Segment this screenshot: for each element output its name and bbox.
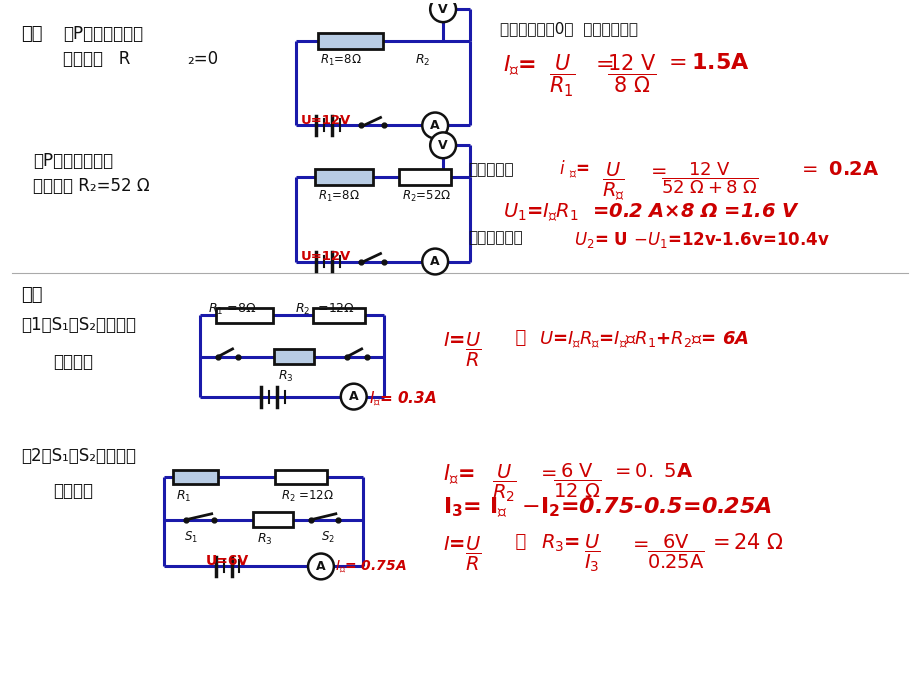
Text: $\dfrac{12\ \rm{V}}{8\ \Omega}$: $\dfrac{12\ \rm{V}}{8\ \Omega}$	[607, 53, 656, 95]
Text: ₂=0: ₂=0	[187, 50, 218, 68]
Text: $i$: $i$	[559, 160, 565, 178]
Text: $S_1$: $S_1$	[184, 530, 198, 545]
Text: $=$: $=$	[591, 53, 613, 73]
Text: （1）S₁、S₂都断开时: （1）S₁、S₂都断开时	[21, 316, 136, 334]
Text: U=12V: U=12V	[301, 250, 351, 263]
Bar	[253, 512, 293, 527]
Text: U=12V: U=12V	[301, 114, 351, 126]
Circle shape	[430, 132, 456, 158]
Circle shape	[422, 248, 448, 275]
Text: $\dfrac{U}{R}$: $\dfrac{U}{R}$	[464, 331, 481, 369]
Text: $R_1$=8Ω: $R_1$=8Ω	[318, 189, 359, 204]
Text: $I_{合}$= 0.75A: $I_{合}$= 0.75A	[335, 558, 406, 575]
Text: $\dfrac{U}{R}$: $\dfrac{U}{R}$	[464, 535, 481, 573]
Circle shape	[430, 0, 456, 22]
Text: $=$: $=$	[537, 462, 557, 481]
Text: A: A	[316, 560, 325, 573]
Text: $R_1$: $R_1$	[176, 489, 191, 504]
Bar	[312, 308, 364, 323]
Text: $I_{合}$=: $I_{合}$=	[443, 462, 474, 486]
Bar	[318, 33, 382, 49]
Bar	[399, 169, 450, 185]
Text: A: A	[430, 255, 439, 268]
Text: $\dfrac{U}{I_3}$: $\dfrac{U}{I_3}$	[584, 533, 600, 574]
Circle shape	[308, 553, 334, 580]
Bar	[274, 349, 313, 364]
Text: 得: 得	[502, 329, 538, 347]
Text: $R_2$  =12Ω: $R_2$ =12Ω	[295, 302, 355, 317]
Circle shape	[340, 384, 367, 409]
Text: $I_{开}$= 0.3A: $I_{开}$= 0.3A	[369, 388, 436, 408]
Text: $=$: $=$	[646, 160, 666, 179]
Text: （2）S₁、S₂都闭合时: （2）S₁、S₂都闭合时	[21, 447, 136, 465]
Text: A: A	[348, 390, 358, 403]
Text: $R_3$: $R_3$	[278, 368, 293, 384]
Text: $\mathbf{I_3}$= $\mathbf{I_{合}}$  $-\mathbf{I_2}$=0.75-0.5=0.25A: $\mathbf{I_3}$= $\mathbf{I_{合}}$ $-\math…	[443, 495, 771, 520]
Text: $=0.\ 5$A: $=0.\ 5$A	[610, 462, 692, 481]
Text: 当P位于最左端时: 当P位于最左端时	[62, 25, 142, 43]
Text: $I$=: $I$=	[443, 331, 465, 350]
Text: $U_2$= U $-U_1$=12v-1.6v=10.4v: $U_2$= U $-U_1$=12v-1.6v=10.4v	[573, 230, 829, 250]
Text: $R_2$=52Ω: $R_2$=52Ω	[402, 189, 451, 204]
Circle shape	[422, 112, 448, 139]
Text: $\dfrac{U}{R_1}$: $\dfrac{U}{R_1}$	[549, 53, 575, 99]
Text: $\dfrac{U}{R_2}$: $\dfrac{U}{R_2}$	[492, 462, 516, 504]
Text: $\dfrac{U}{R_{总}}$: $\dfrac{U}{R_{总}}$	[601, 160, 624, 203]
Text: A: A	[430, 119, 439, 132]
Text: $=$ 0.2A: $=$ 0.2A	[797, 160, 879, 179]
Text: $I_{左}$=: $I_{左}$=	[502, 53, 536, 77]
Text: 电路如图   R: 电路如图 R	[62, 50, 130, 68]
Text: $=$: $=$	[629, 533, 648, 552]
Text: $R_1$=8Ω: $R_1$=8Ω	[320, 53, 361, 68]
Text: 解：: 解：	[21, 25, 42, 43]
Text: $I$=: $I$=	[443, 535, 465, 553]
Text: $R_2$: $R_2$	[414, 53, 430, 68]
Text: 当P位于最右端时: 当P位于最右端时	[33, 152, 113, 170]
Text: V: V	[437, 3, 448, 16]
Text: 电压表示数为0；  电流表示数：: 电压表示数为0； 电流表示数：	[499, 21, 637, 36]
Text: $R_3$: $R_3$	[257, 532, 273, 546]
Text: 解：: 解：	[21, 286, 42, 304]
Text: V: V	[437, 139, 448, 152]
Bar	[275, 470, 326, 484]
Text: $R_3$=: $R_3$=	[541, 533, 580, 554]
Bar	[215, 308, 273, 323]
Text: 电压表示数：: 电压表示数：	[468, 230, 522, 245]
Text: 电路如图: 电路如图	[52, 482, 93, 500]
Text: 电路如图 R₂=52 Ω: 电路如图 R₂=52 Ω	[33, 177, 150, 195]
Bar	[314, 169, 372, 185]
Text: $U_1$=$I_{右}$$R_1$  =0.2 A×8 Ω =1.6 V: $U_1$=$I_{右}$$R_1$ =0.2 A×8 Ω =1.6 V	[502, 202, 799, 224]
Text: U=6V: U=6V	[206, 553, 249, 568]
Text: 得: 得	[502, 533, 538, 551]
Text: $\dfrac{6\ \rm{V}}{12\ \Omega}$: $\dfrac{6\ \rm{V}}{12\ \Omega}$	[552, 462, 601, 500]
Text: $= 24\ \Omega$: $= 24\ \Omega$	[708, 533, 784, 553]
Text: $_{右}$=: $_{右}$=	[569, 162, 589, 180]
Text: 电路如图: 电路如图	[52, 353, 93, 371]
Text: $=$1.5A: $=$1.5A	[663, 53, 749, 73]
Bar	[174, 470, 218, 484]
Text: $S_2$: $S_2$	[321, 530, 335, 545]
Text: $R_1$ =8Ω: $R_1$ =8Ω	[208, 302, 255, 317]
Text: 电流表示数: 电流表示数	[468, 162, 513, 177]
Text: $U$=$I_{开}$$R_{总}$=$I_{开}$（$R_1$+$R_2$）= 6A: $U$=$I_{开}$$R_{总}$=$I_{开}$（$R_1$+$R_2$）=…	[539, 329, 749, 350]
Text: $\dfrac{12\ \rm{V}}{52\ \Omega+8\ \Omega}$: $\dfrac{12\ \rm{V}}{52\ \Omega+8\ \Omega…	[660, 160, 757, 196]
Text: $\dfrac{6\rm{V}}{0.25\rm{A}}$: $\dfrac{6\rm{V}}{0.25\rm{A}}$	[646, 533, 704, 571]
Text: $R_2$ =12Ω: $R_2$ =12Ω	[281, 489, 334, 504]
